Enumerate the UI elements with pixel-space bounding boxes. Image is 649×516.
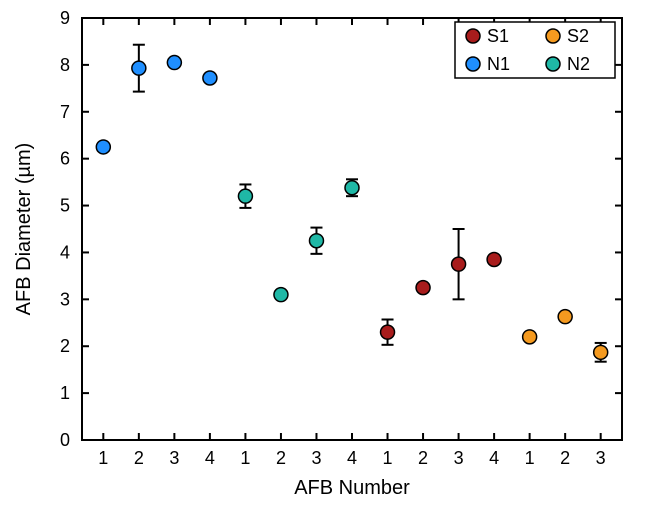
legend-label-S1: S1 <box>487 26 509 46</box>
x-tick-label: 4 <box>205 448 215 468</box>
x-tick-label: 3 <box>454 448 464 468</box>
x-tick-label: 3 <box>596 448 606 468</box>
y-tick-label: 5 <box>60 196 70 216</box>
legend-marker-N1 <box>466 57 480 71</box>
marker-S1 <box>416 281 430 295</box>
marker-N2 <box>309 234 323 248</box>
y-tick-label: 9 <box>60 8 70 28</box>
x-tick-label: 4 <box>489 448 499 468</box>
marker-S2 <box>558 310 572 324</box>
marker-N2 <box>274 288 288 302</box>
x-tick-label: 1 <box>98 448 108 468</box>
x-tick-label: 1 <box>383 448 393 468</box>
marker-S1 <box>381 325 395 339</box>
marker-N1 <box>96 140 110 154</box>
y-tick-label: 0 <box>60 430 70 450</box>
x-tick-label: 2 <box>134 448 144 468</box>
y-tick-label: 7 <box>60 102 70 122</box>
legend-label-N2: N2 <box>567 54 590 74</box>
y-tick-label: 1 <box>60 383 70 403</box>
legend-marker-S2 <box>546 29 560 43</box>
marker-S1 <box>487 252 501 266</box>
x-tick-label: 2 <box>560 448 570 468</box>
legend-marker-S1 <box>466 29 480 43</box>
x-tick-label: 4 <box>347 448 357 468</box>
y-axis-label: AFB Diameter (µm) <box>13 143 35 316</box>
y-tick-label: 2 <box>60 336 70 356</box>
legend-marker-N2 <box>546 57 560 71</box>
x-tick-label: 1 <box>240 448 250 468</box>
y-tick-label: 3 <box>60 289 70 309</box>
marker-N2 <box>345 181 359 195</box>
marker-N1 <box>167 56 181 70</box>
y-tick-label: 8 <box>60 55 70 75</box>
x-tick-label: 3 <box>169 448 179 468</box>
legend-label-S2: S2 <box>567 26 589 46</box>
x-tick-label: 2 <box>418 448 428 468</box>
y-tick-label: 6 <box>60 149 70 169</box>
legend-box <box>455 22 615 78</box>
marker-N2 <box>238 189 252 203</box>
plot-frame <box>82 18 622 440</box>
chart-container: 1 2 3 4 1 2 3 4 1 2 3 4 1 2 3 0 1 2 3 4 5 6 7 8 9 AFB Number AFB D… <box>0 0 649 516</box>
scatter-chart: 1 2 3 4 1 2 3 4 1 2 3 4 1 2 3 0 1 2 3 4 5 6 7 8 9 AFB Number AFB D… <box>0 0 649 516</box>
y-tick-label: 4 <box>60 242 70 262</box>
marker-S2 <box>594 345 608 359</box>
marker-N1 <box>203 71 217 85</box>
x-tick-label: 3 <box>311 448 321 468</box>
x-tick-label: 1 <box>525 448 535 468</box>
marker-S1 <box>452 257 466 271</box>
marker-S2 <box>523 330 537 344</box>
marker-N1 <box>132 61 146 75</box>
x-tick-label: 2 <box>276 448 286 468</box>
legend-label-N1: N1 <box>487 54 510 74</box>
x-axis-label: AFB Number <box>294 477 410 499</box>
